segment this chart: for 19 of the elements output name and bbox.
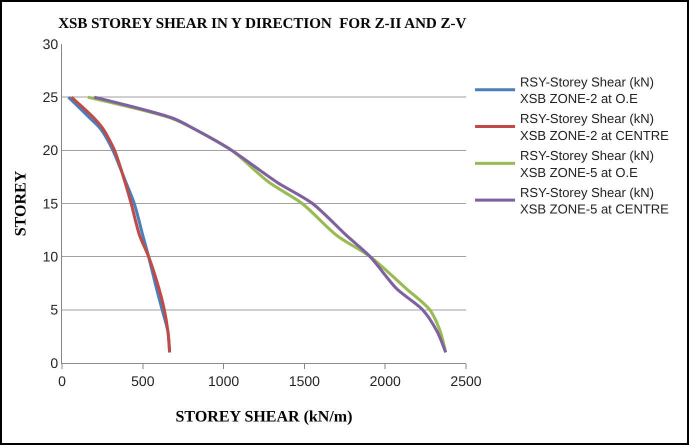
legend-label: RSY-Storey Shear (kN) XSB ZONE-2 at CENTRE	[520, 111, 670, 144]
y-tick-label: 0	[50, 354, 58, 371]
legend-label: RSY-Storey Shear (kN) XSB ZONE-5 at O.E	[520, 148, 654, 180]
legend-label: RSY-Storey Shear (kN) XSB ZONE-5 at CENTRE	[520, 184, 670, 217]
x-tick-label: 500	[131, 372, 155, 389]
legend-label: RSY-Storey Shear (kN) XSB ZONE-2 at O.E	[520, 74, 654, 106]
x-tick-label: 1000	[208, 372, 240, 389]
y-tick-label: 10	[42, 248, 58, 265]
chart-title: XSB STOREY SHEAR IN Y DIRECTION FOR Z-II AND Z-V	[58, 16, 467, 32]
x-tick-label: 2500	[450, 372, 482, 389]
y-tick-label: 5	[50, 302, 58, 318]
x-axis-title: STOREY SHEAR (kN/m)	[176, 408, 352, 426]
x-tick-label: 1500	[288, 372, 320, 389]
y-tick-label: 15	[42, 195, 58, 212]
y-tick-label: 25	[42, 89, 58, 106]
y-tick-label: 30	[42, 36, 58, 52]
y-axis-title: STOREY	[12, 170, 30, 236]
y-tick-label: 20	[42, 142, 58, 158]
x-tick-label: 2000	[370, 372, 401, 389]
